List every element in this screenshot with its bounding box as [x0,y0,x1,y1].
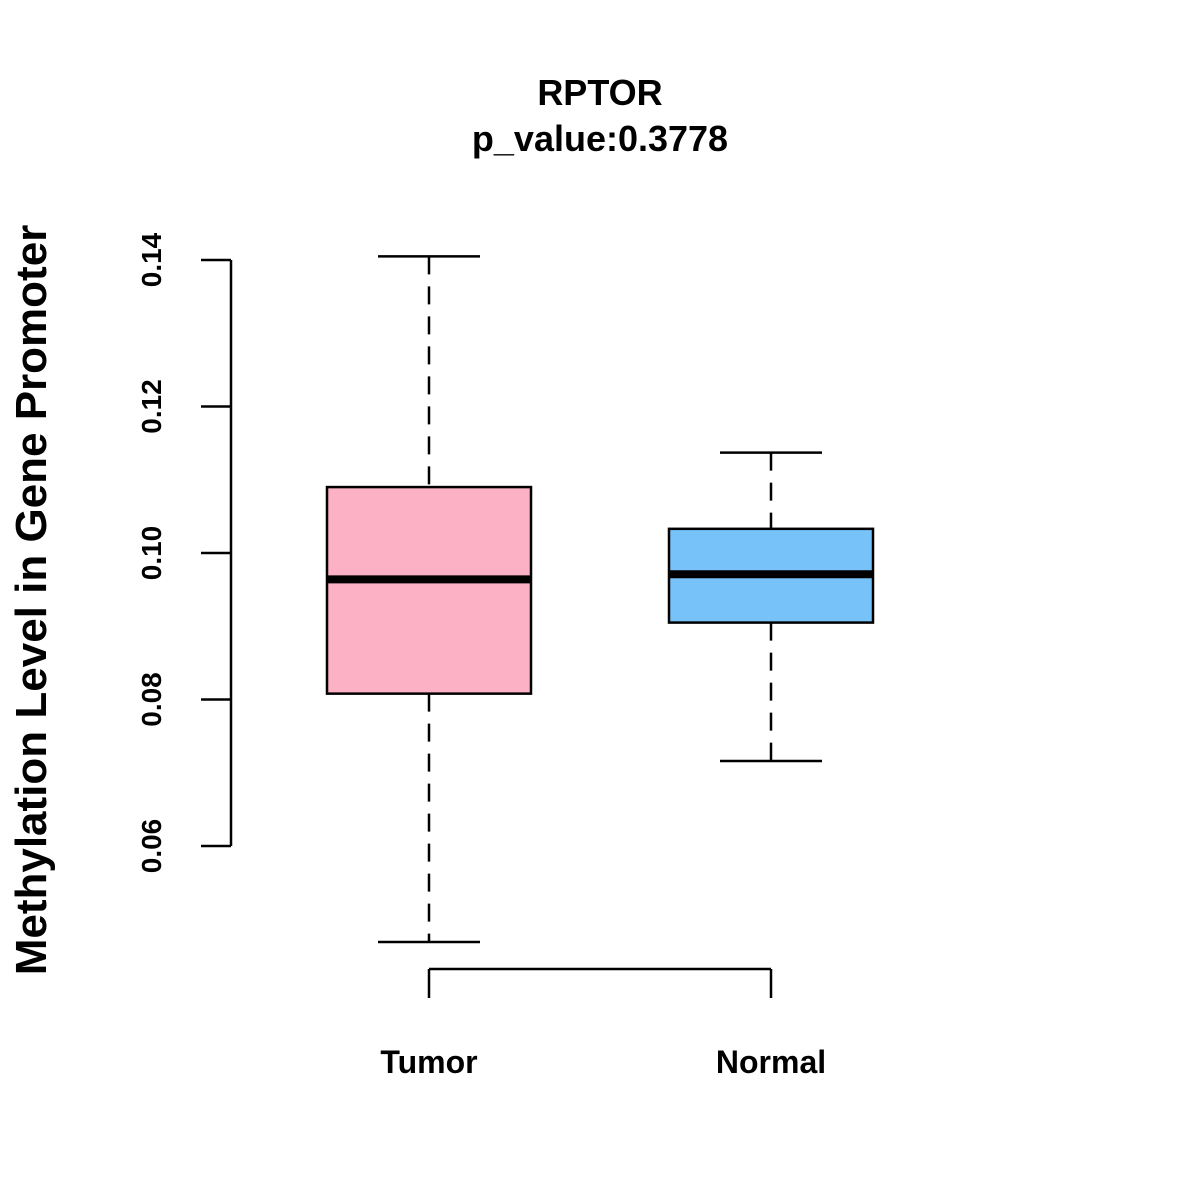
y-axis: 0.06 0.08 0.10 0.12 0.14 [136,232,233,874]
y-tick-label: 0.06 [136,819,167,874]
x-tick-label: Tumor [380,1044,477,1080]
x-axis: Tumor Normal [380,967,826,1080]
y-tick-label: 0.14 [136,232,167,287]
y-tick-label: 0.10 [136,526,167,581]
y-axis-label: Methylation Level in Gene Promoter [7,225,56,976]
y-tick-label: 0.08 [136,672,167,727]
y-tick-label: 0.12 [136,379,167,434]
chart-subtitle: p_value:0.3778 [472,118,728,159]
boxes [325,255,875,944]
box-normal [667,451,875,763]
x-tick-label: Normal [716,1044,826,1080]
chart-title: RPTOR [537,72,662,113]
box-tumor [325,255,533,944]
iqr-box [325,485,533,695]
